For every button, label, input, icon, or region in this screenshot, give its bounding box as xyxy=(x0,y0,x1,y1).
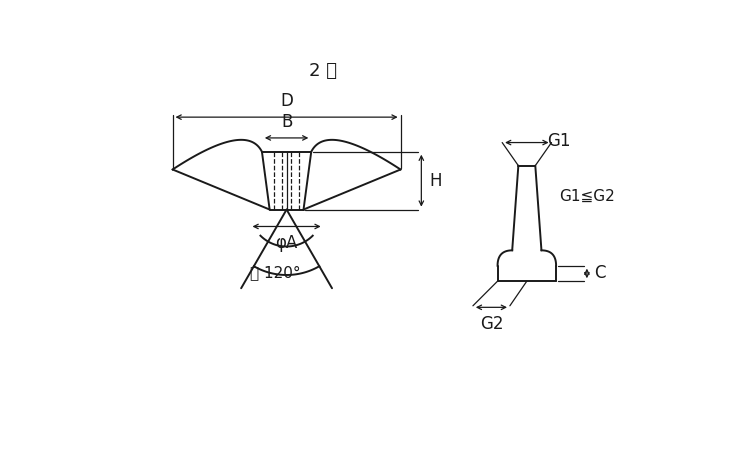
Text: G1: G1 xyxy=(547,132,570,150)
Text: G2: G2 xyxy=(480,315,503,333)
Text: C: C xyxy=(595,265,606,283)
Text: 2 種: 2 種 xyxy=(309,62,337,80)
Text: D: D xyxy=(280,92,293,110)
Text: 約 120°: 約 120° xyxy=(250,265,300,280)
Text: φA: φA xyxy=(275,234,298,252)
Text: G1≦G2: G1≦G2 xyxy=(560,189,615,204)
Text: B: B xyxy=(281,113,292,131)
Text: H: H xyxy=(429,171,442,189)
